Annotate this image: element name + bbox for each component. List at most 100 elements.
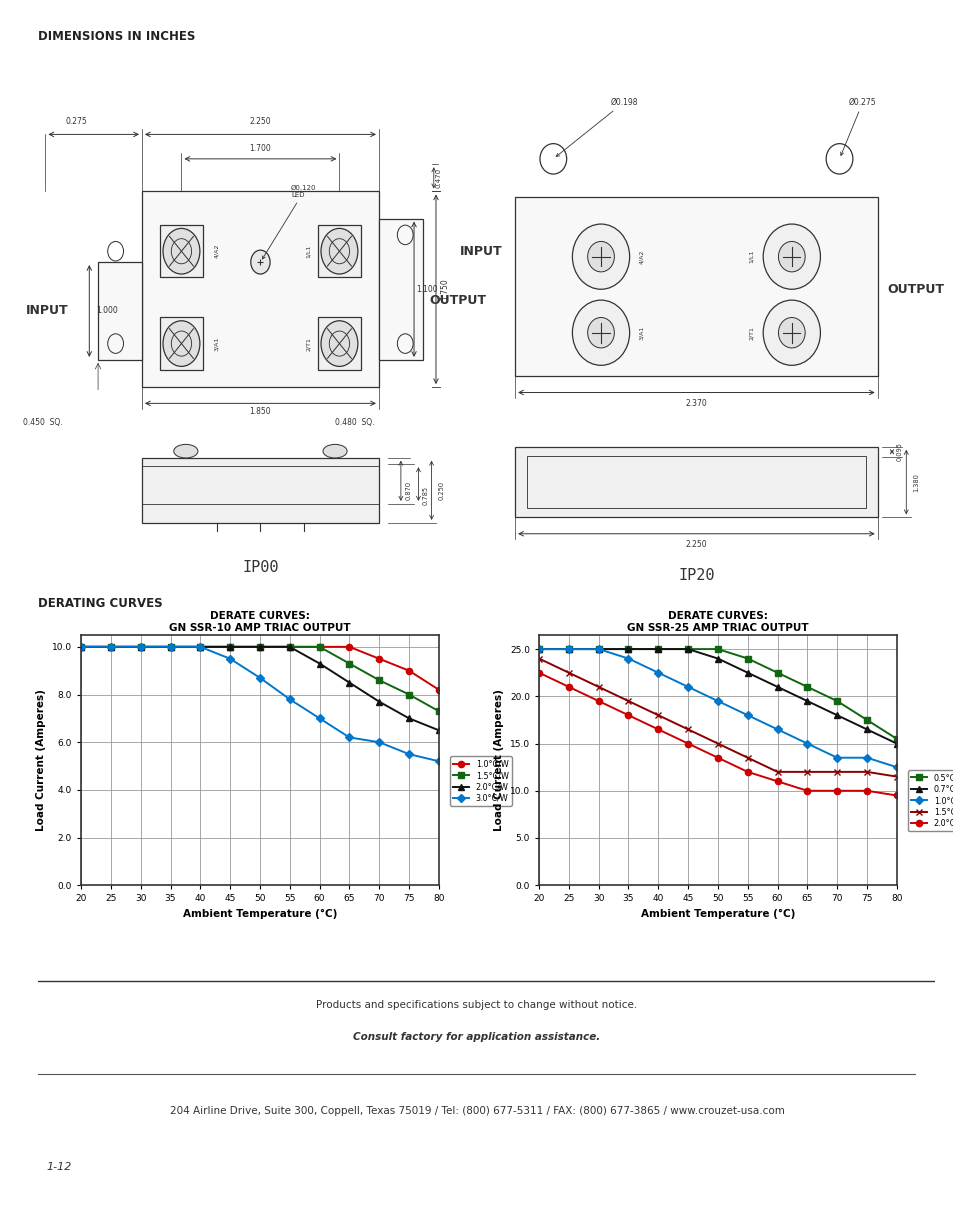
0.7°C/W	[771, 680, 782, 695]
2.0°C/W	[622, 708, 634, 723]
Circle shape	[163, 228, 200, 274]
Text: 0.470: 0.470	[436, 167, 441, 188]
Text: OUTPUT: OUTPUT	[429, 293, 486, 306]
Line: 1.0°C/W: 1.0°C/W	[536, 646, 899, 770]
1.0°C/W	[890, 759, 902, 774]
Y-axis label: Load Current (Amperes): Load Current (Amperes)	[494, 689, 504, 832]
Text: 1.850: 1.850	[250, 408, 271, 416]
2.0°C/W	[253, 640, 265, 654]
2.0°C/W	[194, 640, 206, 654]
1.0°C/W	[830, 751, 842, 766]
1.5°C/W	[75, 640, 87, 654]
1.0°C/W	[314, 640, 325, 654]
1.5°C/W	[861, 764, 872, 779]
Circle shape	[762, 223, 820, 289]
0.5°C/W	[801, 680, 812, 695]
Text: 3/A1: 3/A1	[639, 326, 643, 339]
2.0°C/W	[284, 640, 295, 654]
0.5°C/W	[771, 665, 782, 680]
Circle shape	[572, 223, 629, 289]
1.5°C/W	[741, 751, 753, 766]
Line: 0.5°C/W: 0.5°C/W	[536, 646, 899, 742]
0.7°C/W	[711, 651, 722, 665]
Legend: 1.0°C/W, 1.5°C/W, 2.0°C/W, 3.0°C/W: 1.0°C/W, 1.5°C/W, 2.0°C/W, 3.0°C/W	[450, 757, 512, 806]
Ellipse shape	[173, 444, 197, 458]
1.5°C/W	[711, 736, 722, 751]
3.0°C/W	[433, 753, 444, 768]
3.0°C/W	[194, 640, 206, 654]
Text: IP20: IP20	[678, 568, 714, 582]
0.7°C/W	[890, 736, 902, 751]
Text: 1.700: 1.700	[250, 144, 271, 153]
Line: 0.7°C/W: 0.7°C/W	[536, 646, 899, 747]
Text: 204 Airline Drive, Suite 300, Coppell, Texas 75019 / Tel: (800) 677-5311 / FAX: : 204 Airline Drive, Suite 300, Coppell, T…	[170, 1106, 783, 1116]
1.5°C/W	[562, 665, 574, 680]
0.7°C/W	[533, 642, 544, 657]
Text: 1.000: 1.000	[95, 306, 117, 315]
2.0°C/W	[681, 736, 693, 751]
1.0°C/W	[771, 722, 782, 736]
Bar	[98, 263, 142, 360]
3.0°C/W	[105, 640, 116, 654]
1.5°C/W	[622, 694, 634, 708]
Text: INPUT: INPUT	[26, 304, 69, 317]
2.0°C/W	[801, 784, 812, 799]
0.7°C/W	[592, 642, 604, 657]
1.0°C/W	[562, 642, 574, 657]
Text: 1/L1: 1/L1	[306, 244, 311, 258]
1.0°C/W	[861, 751, 872, 766]
Ellipse shape	[323, 444, 347, 458]
1.0°C/W	[801, 736, 812, 751]
Text: Ø0.275: Ø0.275	[840, 98, 876, 155]
Text: 1.380: 1.380	[913, 473, 919, 492]
0.5°C/W	[830, 694, 842, 708]
1.5°C/W	[194, 640, 206, 654]
1.5°C/W	[403, 687, 415, 702]
Text: OUTPUT: OUTPUT	[886, 283, 943, 295]
Text: 0.785: 0.785	[422, 486, 428, 505]
Circle shape	[587, 317, 614, 348]
Text: 0.095: 0.095	[896, 442, 902, 462]
2.0°C/W	[741, 764, 753, 779]
Legend: 0.5°C/W, 0.7°C/W, 1.0°C/W, 1.5°C/W, 2.0°C/W: 0.5°C/W, 0.7°C/W, 1.0°C/W, 1.5°C/W, 2.0°…	[907, 770, 953, 832]
Text: Ø0.198: Ø0.198	[556, 98, 638, 156]
3.0°C/W	[284, 692, 295, 707]
1.0°C/W	[253, 640, 265, 654]
1.0°C/W	[403, 663, 415, 678]
Text: INPUT: INPUT	[459, 244, 502, 258]
1.0°C/W	[135, 640, 147, 654]
Text: Products and specifications subject to change without notice.: Products and specifications subject to c…	[316, 1000, 637, 1010]
3.0°C/W	[374, 735, 385, 750]
2.0°C/W	[830, 784, 842, 799]
3.0°C/W	[135, 640, 147, 654]
1.5°C/W	[284, 640, 295, 654]
1.0°C/W	[652, 665, 663, 680]
1.5°C/W	[830, 764, 842, 779]
1.0°C/W	[433, 683, 444, 697]
1.0°C/W	[224, 640, 235, 654]
Bar	[526, 457, 865, 508]
Line: 1.5°C/W: 1.5°C/W	[78, 643, 441, 714]
Bar	[142, 192, 378, 387]
Circle shape	[762, 300, 820, 365]
1.0°C/W	[374, 652, 385, 667]
3.0°C/W	[314, 711, 325, 725]
Bar	[318, 317, 360, 370]
0.7°C/W	[681, 642, 693, 657]
0.7°C/W	[622, 642, 634, 657]
0.7°C/W	[830, 708, 842, 723]
2.0°C/W	[861, 784, 872, 799]
Text: 2/T1: 2/T1	[748, 326, 753, 339]
2.0°C/W	[165, 640, 176, 654]
Text: 2.250: 2.250	[685, 541, 706, 549]
1.5°C/W	[801, 764, 812, 779]
1.5°C/W	[135, 640, 147, 654]
Text: 0.450  SQ.: 0.450 SQ.	[24, 418, 63, 427]
0.5°C/W	[681, 642, 693, 657]
Text: 3/A1: 3/A1	[213, 337, 219, 350]
1.0°C/W	[284, 640, 295, 654]
1.5°C/W	[433, 703, 444, 718]
Text: 1/L1: 1/L1	[748, 250, 753, 264]
2.0°C/W	[711, 751, 722, 766]
1.5°C/W	[374, 673, 385, 687]
